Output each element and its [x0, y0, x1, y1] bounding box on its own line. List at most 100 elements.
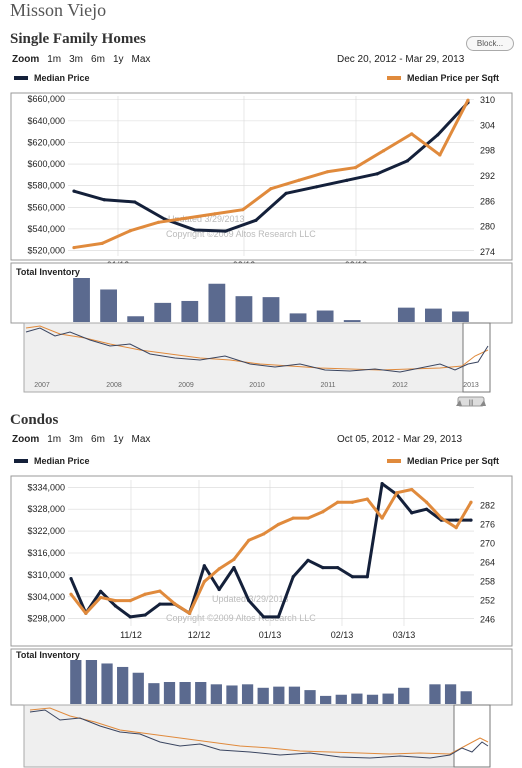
median-price-sqft-point [232, 557, 236, 561]
median-price-sqft-point [217, 567, 221, 571]
median-price-sqft-point [321, 510, 325, 514]
navigator-selection[interactable] [453, 704, 491, 768]
median-price-sqft-point [100, 241, 104, 245]
zoom-1m-button[interactable]: 1m [47, 54, 62, 65]
chart-sfh: $520,000 $540,000 $560,000 $580,000 $600,000… [10, 92, 513, 407]
y-tick-label-left: $660,000 [27, 94, 65, 104]
median-price-sqft-point [128, 229, 132, 233]
zoom-3m-button[interactable]: 3m [69, 54, 84, 65]
zoom-max-button[interactable]: Max [131, 434, 151, 445]
zoom-max-button[interactable]: Max [131, 54, 151, 65]
inventory-bar [100, 289, 117, 322]
inventory-bar [208, 283, 226, 322]
x-tick-label: 11/12 [120, 630, 142, 640]
y-axis-right: 246 252 258 264 270 276 282 [480, 500, 495, 624]
median-price-point [193, 228, 197, 232]
y-tick-label-right: 270 [480, 538, 495, 548]
y-tick-label-right: 264 [480, 558, 495, 568]
median-price-sqft-point [410, 487, 414, 492]
median-price-point [350, 575, 355, 579]
inventory-bar [132, 672, 144, 704]
y-tick-label-right: 310 [480, 95, 495, 105]
navigator-selection[interactable] [462, 322, 491, 393]
median-price-sqft-point [395, 491, 399, 495]
navigator-sqft-line [29, 707, 489, 755]
median-price-point [99, 589, 103, 593]
legend-label-median-price: Median Price [34, 73, 90, 83]
y-tick-label-right: 274 [480, 247, 495, 257]
median-price-sqft-point [173, 602, 177, 606]
zoom-6m-button[interactable]: 6m [91, 434, 105, 445]
y-tick-label-left: $520,000 [27, 246, 65, 256]
median-price-sqft-point [291, 516, 295, 520]
navigator-right-arrow-icon[interactable] [480, 400, 486, 406]
inventory-bar [382, 693, 394, 704]
median-price-point [365, 575, 369, 579]
block-button[interactable]: Block... [466, 36, 514, 51]
median-price-point [424, 507, 429, 511]
legend-median-price-condos[interactable]: Median Price [14, 456, 90, 466]
median-price-point [72, 189, 76, 193]
inventory-bar [397, 307, 415, 322]
median-price-sqft-point [99, 595, 103, 600]
legend-median-price-sfh[interactable]: Median Price [14, 73, 90, 83]
median-price-sqft-point [158, 589, 162, 593]
median-price-point [128, 615, 132, 619]
zoom-6m-button[interactable]: 6m [91, 54, 105, 65]
y-tick-label-right: 282 [480, 500, 495, 510]
zoom-1y-button[interactable]: 1y [112, 54, 124, 65]
zoom-1y-button[interactable]: 1y [112, 434, 124, 445]
legend-median-price-sqft-condos[interactable]: Median Price per Sqft [387, 456, 499, 466]
inventory-bar [460, 691, 472, 704]
chart-condos: $298,000 $304,000 $310,000 $316,000 $322,000… [10, 475, 513, 768]
inventory-bars [73, 278, 469, 322]
inventory-bar [304, 690, 316, 704]
y-tick-label-left: $334,000 [27, 482, 65, 492]
median-price-point [232, 566, 236, 570]
inventory-label: Total Inventory [16, 267, 80, 277]
median-price-sqft-point [381, 149, 386, 153]
y-tick-label-right: 292 [480, 171, 495, 181]
median-price-point [321, 566, 325, 570]
inventory-bar [127, 316, 145, 322]
median-price-sqft-point [247, 538, 251, 542]
inventory-bar [148, 683, 160, 704]
inventory-bar [316, 310, 334, 322]
median-price-point [405, 159, 409, 163]
median-price-point [113, 604, 118, 608]
median-price-sqft-point [438, 153, 442, 157]
zoom-3m-button[interactable]: 3m [69, 434, 84, 445]
legend-swatch-median-price-sqft [387, 459, 401, 463]
y-tick-label-left: $620,000 [27, 137, 65, 147]
inventory-bar [163, 682, 176, 704]
median-price-sqft-point [424, 500, 429, 504]
inventory-bar [425, 308, 442, 322]
inventory-bar [288, 686, 301, 704]
y-tick-label-right: 276 [480, 519, 495, 529]
legend-label-median-price-sqft: Median Price per Sqft [407, 456, 500, 466]
median-price-sqft-point [439, 516, 443, 520]
median-price-sqft-point [306, 516, 310, 520]
median-price-sqft-point [128, 599, 132, 603]
median-price-point [69, 576, 73, 581]
y-tick-label-left: $600,000 [27, 159, 65, 169]
inventory-label: Total Inventory [16, 650, 80, 660]
page-title: Misson Viejo [10, 0, 107, 20]
y-tick-label-right: 286 [480, 196, 495, 206]
legend-median-price-sqft-sfh[interactable]: Median Price per Sqft [387, 73, 499, 83]
y-tick-label-left: $560,000 [27, 202, 65, 212]
median-price-sqft-point [241, 208, 245, 212]
x-tick-label: 02/13 [331, 630, 354, 640]
navigator-panel[interactable] [23, 322, 491, 393]
median-price-point [336, 566, 340, 570]
median-price-point [276, 615, 281, 619]
inventory-bar [235, 296, 253, 322]
watermark-updated: Updated 3/29/2013 [212, 594, 289, 604]
median-price-sqft-point [113, 599, 118, 603]
navigator-left-arrow-icon[interactable] [456, 400, 462, 406]
zoom-1m-button[interactable]: 1m [47, 434, 62, 445]
inventory-bars [70, 660, 472, 704]
navigator-price-line [25, 327, 489, 373]
y-tick-label-right: 252 [480, 596, 495, 606]
median-price-sqft-point [454, 526, 458, 530]
